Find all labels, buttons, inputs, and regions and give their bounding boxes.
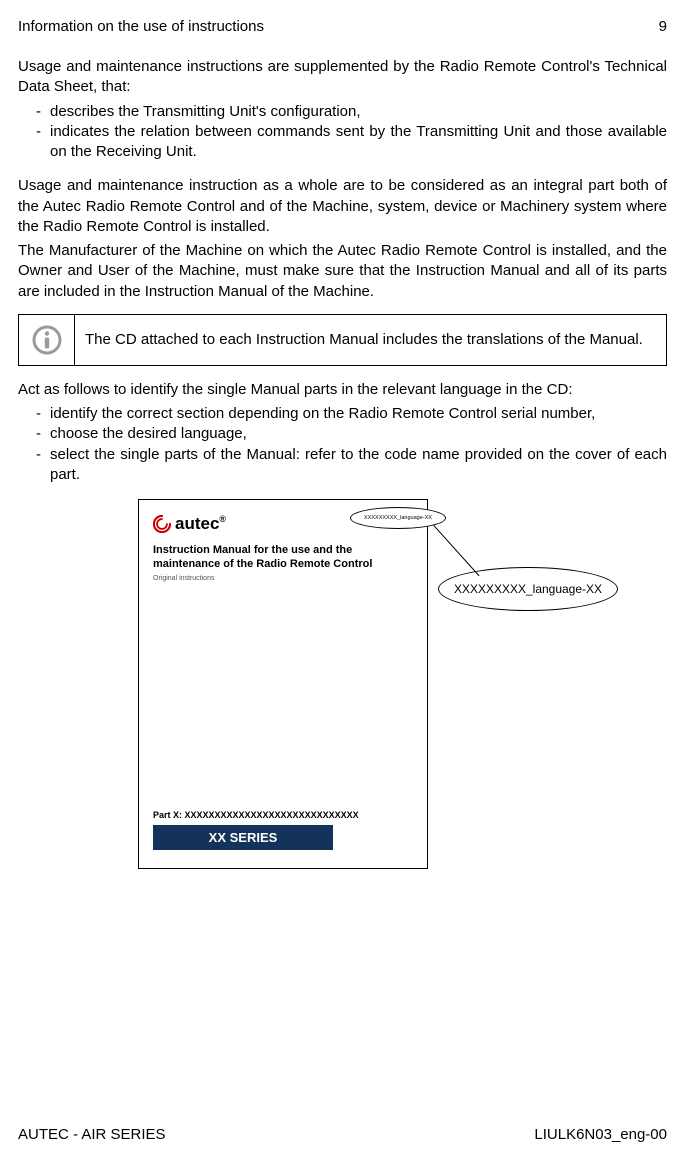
paragraph-manufacturer: The Manufacturer of the Machine on which… bbox=[18, 241, 667, 302]
list-item: select the single parts of the Manual: r… bbox=[36, 445, 667, 486]
cover-diagram: autec® Instruction Manual for the use an… bbox=[138, 499, 598, 879]
list-item: choose the desired language, bbox=[36, 424, 667, 444]
list-item: indicates the relation between commands … bbox=[36, 122, 667, 163]
footer-right: LIULK6N03_eng-00 bbox=[534, 1126, 667, 1143]
list-item: identify the correct section depending o… bbox=[36, 404, 667, 424]
cover-series-badge: XX SERIES bbox=[153, 825, 333, 850]
code-label-big: XXXXXXXXX_language-XX bbox=[438, 567, 618, 611]
cover-title: Instruction Manual for the use and the m… bbox=[153, 544, 413, 572]
manual-cover: autec® Instruction Manual for the use an… bbox=[138, 499, 428, 869]
header-page-number: 9 bbox=[659, 18, 667, 35]
cover-part-line: Part X: XXXXXXXXXXXXXXXXXXXXXXXXXXXXX bbox=[153, 810, 359, 820]
info-box: The CD attached to each Instruction Manu… bbox=[18, 314, 667, 366]
logo-swirl-icon bbox=[153, 515, 171, 533]
info-icon bbox=[32, 325, 62, 355]
page-footer: AUTEC - AIR SERIES LIULK6N03_eng-00 bbox=[18, 1126, 667, 1143]
page-header: Information on the use of instructions 9 bbox=[18, 18, 667, 35]
paragraph-cd-steps: Act as follows to identify the single Ma… bbox=[18, 380, 667, 400]
info-icon-cell bbox=[19, 315, 75, 365]
footer-left: AUTEC - AIR SERIES bbox=[18, 1126, 166, 1143]
header-title: Information on the use of instructions bbox=[18, 18, 264, 35]
code-label-small: XXXXXXXXX_language-XX bbox=[350, 507, 446, 529]
list-cd-steps: identify the correct section depending o… bbox=[18, 404, 667, 485]
logo-text: autec® bbox=[175, 514, 226, 534]
list-item: describes the Transmitting Unit's config… bbox=[36, 102, 667, 122]
connector-line bbox=[433, 525, 479, 576]
paragraph-intro: Usage and maintenance instructions are s… bbox=[18, 57, 667, 98]
list-tech-datasheet: describes the Transmitting Unit's config… bbox=[18, 102, 667, 163]
paragraph-integral: Usage and maintenance instruction as a w… bbox=[18, 176, 667, 237]
cover-subtitle: Original instructions bbox=[153, 575, 413, 582]
info-text: The CD attached to each Instruction Manu… bbox=[75, 315, 666, 365]
page: Information on the use of instructions 9… bbox=[0, 0, 697, 1167]
